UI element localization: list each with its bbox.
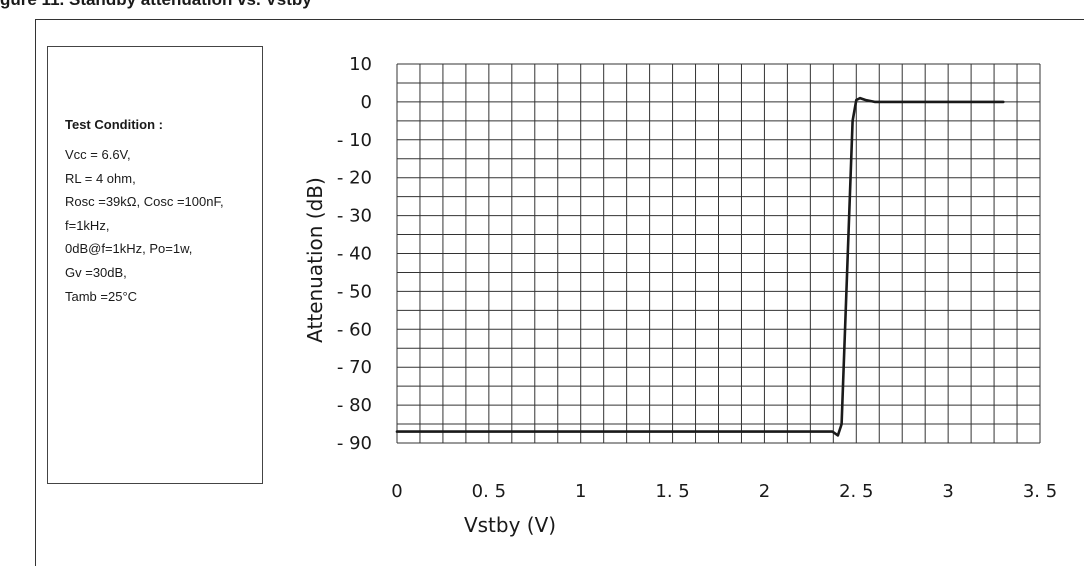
y-tick-label: - 20 [337,168,372,189]
y-tick-label: 0 [361,92,372,113]
condition-line: RL = 4 ohm, [65,170,136,186]
series-layer [395,96,1005,437]
x-tick-label: 3. 5 [1023,481,1057,502]
frame-left-border [35,19,36,566]
condition-line: Rosc =39kΩ, Cosc =100nF, [65,194,224,210]
y-tick-label: - 40 [337,244,372,265]
x-tick-label: 3 [942,481,953,502]
test-condition-heading: Test Condition : [65,117,163,132]
y-axis-title: Attenuation (dB) [303,177,327,343]
test-condition-list: Vcc = 6.6V, RL = 4 ohm, Rosc =39kΩ, Cosc… [65,143,224,308]
x-tick-label: 0. 5 [472,481,506,502]
x-tick-label: 2 [759,481,770,502]
y-tick-label: - 30 [337,206,372,227]
y-tick-label: - 60 [337,319,372,340]
y-tick-label: - 10 [337,130,372,151]
x-tick-label: 1. 5 [655,481,689,502]
attenuation-curve [395,96,1005,437]
x-tick-label: 0 [391,481,402,502]
x-axis-title: Vstby (V) [464,513,556,537]
condition-line: Vcc = 6.6V, [65,147,131,162]
y-tick-label: - 50 [337,281,372,302]
condition-line: Tamb =25°C [65,288,138,304]
condition-line: 0dB@f=1kHz, Po=1w, [65,241,193,257]
x-tick-label: 2. 5 [839,481,873,502]
figure-title: gure 11. Standby attenuation vs. Vstby [0,0,312,10]
y-tick-label: - 70 [337,357,372,378]
test-condition-box: Test Condition : Vcc = 6.6V, RL = 4 ohm,… [47,46,263,484]
condition-line: Gv =30dB, [65,264,127,280]
x-tick-labels: 0 0. 5 1 1. 5 2 2. 5 3 3. 5 [391,481,1057,502]
y-tick-label: - 90 [337,433,372,454]
y-tick-labels: 10 0 - 10 - 20 - 30 - 40 - 50 - 60 - 70 - 80 - 90 [337,54,372,454]
y-tick-label: - 80 [337,395,372,416]
x-tick-label: 1 [575,481,586,502]
y-tick-label: 10 [349,54,372,75]
condition-line: f=1kHz, [65,217,110,233]
frame-top-border [35,19,1084,20]
grid [396,63,1041,444]
